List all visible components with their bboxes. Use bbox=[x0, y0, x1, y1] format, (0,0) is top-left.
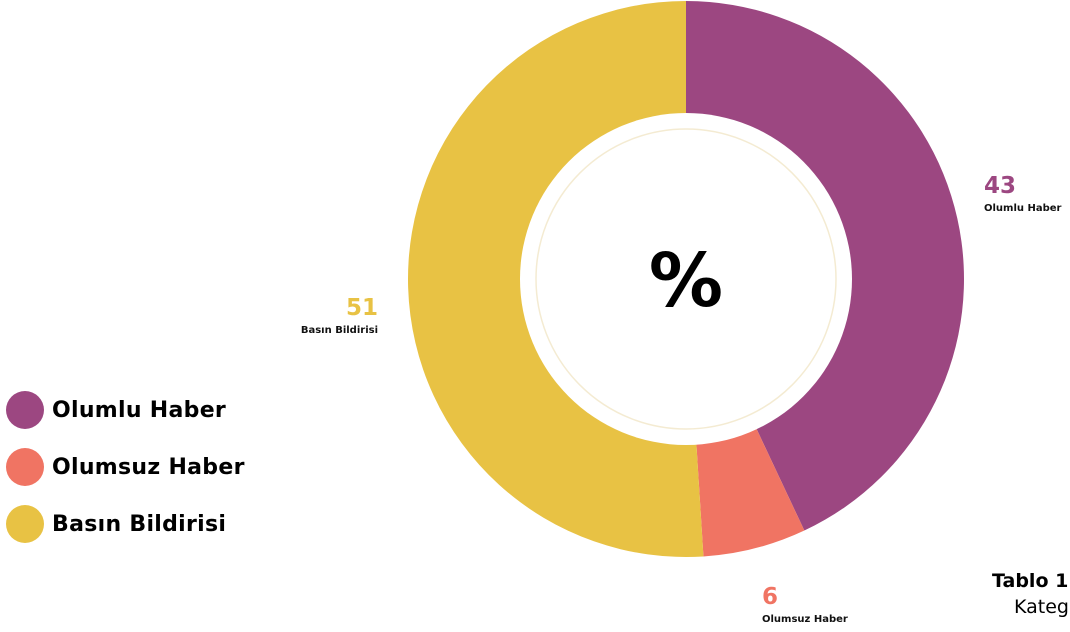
legend-item-basin-bildirisi: Basın Bildirisi bbox=[6, 504, 245, 544]
data-label-value: 51 bbox=[346, 295, 378, 321]
center-percent-label: % bbox=[649, 238, 723, 324]
table-caption: Tablo 1 Kateg bbox=[992, 568, 1069, 620]
caption-title: Tablo 1 bbox=[992, 570, 1069, 592]
caption-subtitle: Kateg bbox=[1014, 596, 1069, 618]
legend-item-olumlu-haber: Olumlu Haber bbox=[6, 390, 245, 430]
legend-label: Basın Bildirisi bbox=[52, 511, 227, 537]
legend-swatch bbox=[6, 391, 44, 429]
legend-label: Olumlu Haber bbox=[52, 397, 227, 423]
data-label-category: Basın Bildirisi bbox=[301, 325, 378, 336]
legend-item-olumsuz-haber: Olumsuz Haber bbox=[6, 447, 245, 487]
data-label-category: Olumsuz Haber bbox=[762, 614, 848, 625]
data-label-value: 43 bbox=[984, 173, 1016, 199]
legend-label: Olumsuz Haber bbox=[52, 454, 245, 480]
legend: Olumlu Haber Olumsuz Haber Basın Bildiri… bbox=[6, 390, 245, 561]
data-labels: 43 Olumlu Haber 6 Olumsuz Haber 51 Basın Bild… bbox=[301, 173, 1062, 625]
donut-hole bbox=[520, 113, 852, 445]
legend-swatch bbox=[6, 448, 44, 486]
data-label-value: 6 bbox=[762, 584, 778, 610]
data-label-category: Olumlu Haber bbox=[984, 203, 1062, 214]
donut-inner-ring bbox=[535, 128, 837, 430]
legend-swatch bbox=[6, 505, 44, 543]
